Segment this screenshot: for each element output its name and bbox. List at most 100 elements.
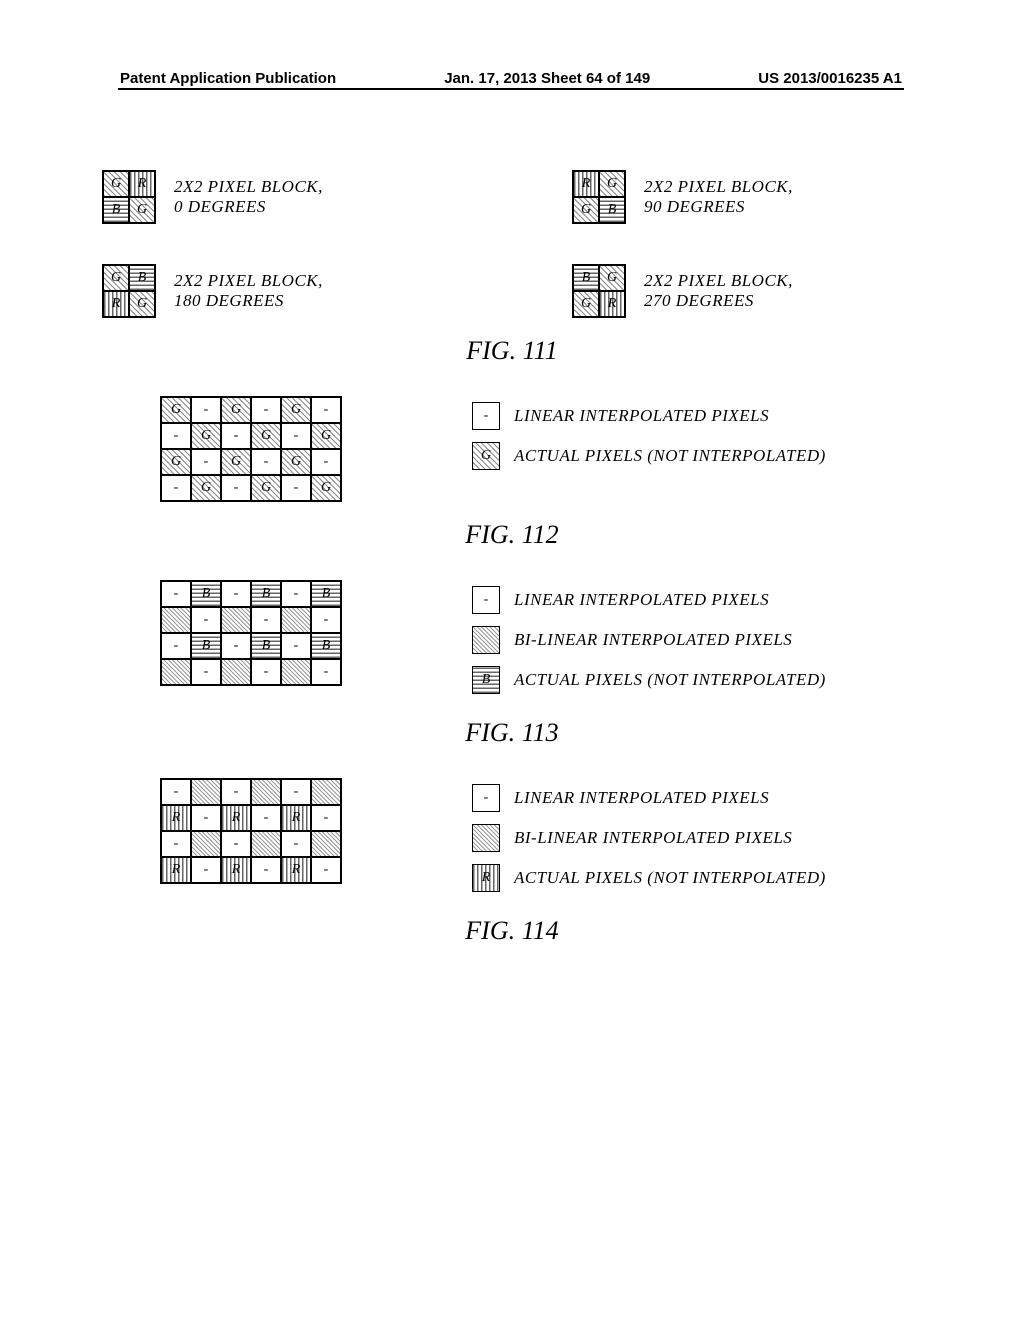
header-center: Jan. 17, 2013 Sheet 64 of 149: [442, 70, 652, 87]
fig-113-legend: -LINEAR INTERPOLATED PIXELSBI-LINEAR INT…: [472, 580, 826, 700]
pixel-cell: B: [251, 633, 281, 659]
fig-114-label: FIG. 114: [0, 916, 1024, 946]
pixel-cell: [472, 626, 500, 654]
pixel-block-item: GBRG 2X2 PIXEL BLOCK,180 DEGREES: [102, 264, 452, 318]
pixel-cell: R: [281, 805, 311, 831]
legend-row: -LINEAR INTERPOLATED PIXELS: [472, 784, 826, 812]
pixel-block-caption: 2X2 PIXEL BLOCK,0 DEGREES: [174, 177, 323, 218]
legend-label: ACTUAL PIXELS (NOT INTERPOLATED): [514, 868, 826, 888]
pixel-cell: G: [311, 475, 341, 501]
header-left: Patent Application Publication: [118, 70, 338, 87]
pixel-cell: [161, 659, 191, 685]
pixel-cell: R: [573, 171, 599, 197]
legend-row: B ACTUAL PIXELS (NOT INTERPOLATED): [472, 666, 826, 694]
pixel-cell: R: [161, 805, 191, 831]
pixel-cell: -: [161, 475, 191, 501]
pixel-block-grid: BGGR: [572, 264, 626, 318]
pixel-cell: G: [129, 291, 155, 317]
fig-112: G-G-G--G-G-GG-G-G--G-G-G -LINEAR INTERPO…: [0, 396, 1024, 550]
pixel-cell: -: [191, 659, 221, 685]
pixel-cell: -: [251, 449, 281, 475]
pixel-cell: -: [161, 633, 191, 659]
pixel-cell: -: [281, 831, 311, 857]
pixel-cell: B: [129, 265, 155, 291]
pixel-cell: [281, 659, 311, 685]
pixel-cell: G: [161, 449, 191, 475]
fig-112-legend: -LINEAR INTERPOLATED PIXELS GACTUAL PIXEL…: [472, 396, 826, 476]
fig-111: GRBG2X2 PIXEL BLOCK,0 DEGREESRGGB2X2 PIX…: [0, 160, 1024, 366]
pixel-cell: B: [599, 197, 625, 223]
pixel-cell: -: [221, 423, 251, 449]
pixel-block-caption: 2X2 PIXEL BLOCK,180 DEGREES: [174, 271, 323, 312]
pixel-cell: G: [129, 197, 155, 223]
pixel-cell: -: [251, 607, 281, 633]
pixel-cell: -: [221, 831, 251, 857]
pixel-cell: G: [191, 423, 221, 449]
pixel-cell: -: [311, 397, 341, 423]
pixel-cell: -: [472, 586, 500, 614]
pixel-cell: G: [103, 171, 129, 197]
pixel-cell: R: [281, 857, 311, 883]
pixel-cell: [311, 831, 341, 857]
legend-row: -LINEAR INTERPOLATED PIXELS: [472, 402, 826, 430]
pixel-cell: -: [251, 857, 281, 883]
fig-113: -B-B-B----B-B-B--- -LINEAR INTERPOLATED …: [0, 580, 1024, 748]
pixel-cell: -: [311, 857, 341, 883]
pixel-cell: [191, 779, 221, 805]
pixel-cell: [191, 831, 221, 857]
pixel-cell: -: [191, 449, 221, 475]
fig-114-grid: ---R-R-R----R-R-R-: [160, 778, 342, 884]
pixel-cell: -: [311, 449, 341, 475]
pixel-cell: B: [472, 666, 500, 694]
pixel-cell: B: [251, 581, 281, 607]
legend-label: LINEAR INTERPOLATED PIXELS: [514, 406, 769, 426]
pixel-cell: -: [311, 805, 341, 831]
pixel-cell: -: [161, 831, 191, 857]
legend-row: BI-LINEAR INTERPOLATED PIXELS: [472, 824, 826, 852]
pixel-block-grid: GBRG: [102, 264, 156, 318]
pixel-cell: R: [103, 291, 129, 317]
pixel-cell: R: [599, 291, 625, 317]
pixel-cell: -: [281, 779, 311, 805]
pixel-cell: -: [472, 402, 500, 430]
fig-113-grid: -B-B-B----B-B-B---: [160, 580, 342, 686]
pixel-cell: G: [281, 449, 311, 475]
pixel-cell: G: [221, 449, 251, 475]
pixel-cell: -: [161, 581, 191, 607]
pixel-cell: B: [191, 581, 221, 607]
pixel-cell: R: [472, 864, 500, 892]
pixel-cell: G: [573, 197, 599, 223]
pixel-block-caption: 2X2 PIXEL BLOCK,90 DEGREES: [644, 177, 793, 218]
legend-label: LINEAR INTERPOLATED PIXELS: [514, 590, 769, 610]
pixel-cell: -: [221, 633, 251, 659]
legend-label: ACTUAL PIXELS (NOT INTERPOLATED): [514, 670, 826, 690]
pixel-cell: -: [281, 633, 311, 659]
fig-114: ---R-R-R----R-R-R- -LINEAR INTERPOLATED …: [0, 778, 1024, 946]
legend-row: R ACTUAL PIXELS (NOT INTERPOLATED): [472, 864, 826, 892]
pixel-cell: [161, 607, 191, 633]
pixel-cell: B: [191, 633, 221, 659]
fig-112-label: FIG. 112: [0, 520, 1024, 550]
pixel-cell: G: [191, 475, 221, 501]
header-right: US 2013/0016235 A1: [756, 70, 904, 87]
pixel-cell: R: [221, 805, 251, 831]
legend-row: GACTUAL PIXELS (NOT INTERPOLATED): [472, 442, 826, 470]
pixel-cell: -: [281, 475, 311, 501]
pixel-cell: G: [251, 423, 281, 449]
pixel-block-caption: 2X2 PIXEL BLOCK,270 DEGREES: [644, 271, 793, 312]
pixel-block-item: BGGR 2X2 PIXEL BLOCK,270 DEGREES: [572, 264, 922, 318]
pixel-cell: R: [221, 857, 251, 883]
pixel-cell: -: [221, 779, 251, 805]
legend-label: BI-LINEAR INTERPOLATED PIXELS: [514, 828, 792, 848]
pixel-cell: [311, 779, 341, 805]
pixel-cell: G: [251, 475, 281, 501]
pixel-cell: -: [191, 857, 221, 883]
pixel-cell: -: [191, 607, 221, 633]
pixel-cell: -: [191, 397, 221, 423]
pixel-cell: G: [103, 265, 129, 291]
pixel-cell: G: [573, 291, 599, 317]
pixel-cell: -: [221, 475, 251, 501]
pixel-cell: G: [281, 397, 311, 423]
pixel-cell: B: [103, 197, 129, 223]
pixel-cell: G: [599, 171, 625, 197]
